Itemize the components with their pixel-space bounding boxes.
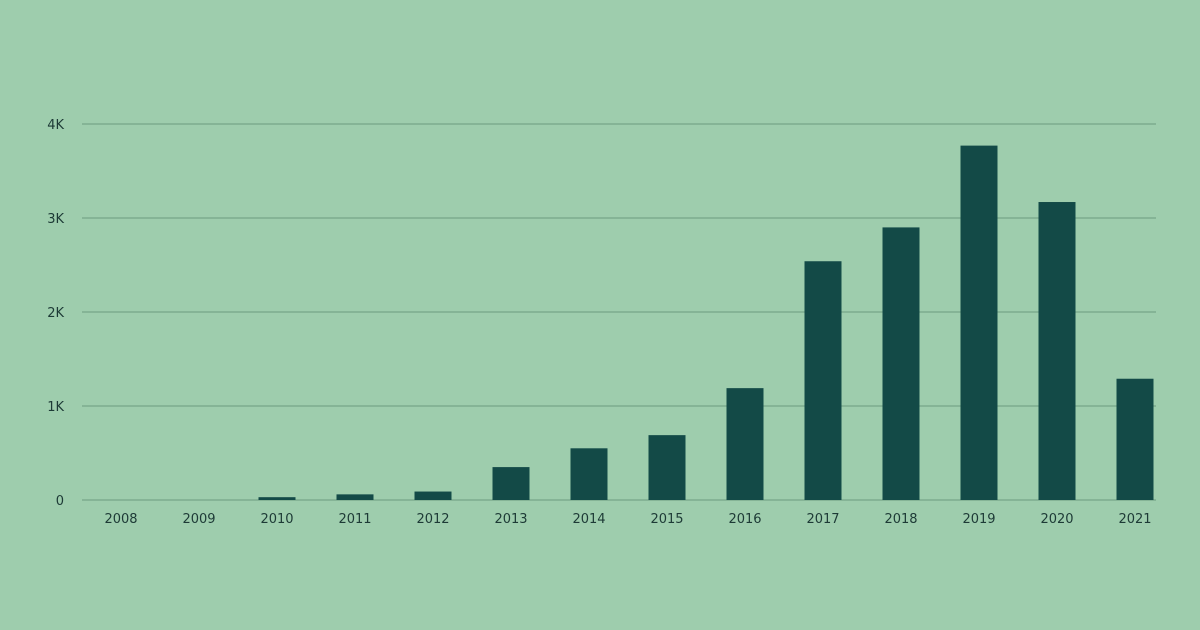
x-tick-label-2017: 2017 <box>806 512 839 527</box>
bar-2021 <box>1116 378 1154 500</box>
x-tick-label-2013: 2013 <box>494 512 527 527</box>
y-axis-tick-labels: 0 1K 2K 3K 4K <box>47 118 64 509</box>
bar-2010 <box>258 497 296 500</box>
x-tick-label-2008: 2008 <box>104 512 137 527</box>
x-tick-label-2019: 2019 <box>962 512 995 527</box>
bars <box>258 145 1154 500</box>
x-tick-label-2009: 2009 <box>182 512 215 527</box>
bar-2015 <box>648 435 686 500</box>
x-tick-label-2016: 2016 <box>728 512 761 527</box>
bar-2018 <box>882 227 920 500</box>
x-tick-label-2010: 2010 <box>260 512 293 527</box>
y-tick-label: 1K <box>47 400 64 415</box>
bar-2012 <box>414 491 452 500</box>
x-tick-label-2014: 2014 <box>572 512 605 527</box>
bar-2011 <box>336 494 374 500</box>
x-tick-label-2012: 2012 <box>416 512 449 527</box>
y-tick-label: 4K <box>47 118 64 133</box>
x-tick-label-2011: 2011 <box>338 512 371 527</box>
x-tick-label-2021: 2021 <box>1118 512 1151 527</box>
bar-2014 <box>570 448 608 500</box>
x-tick-label-2015: 2015 <box>650 512 683 527</box>
x-tick-label-2020: 2020 <box>1040 512 1073 527</box>
x-tick-label-2018: 2018 <box>884 512 917 527</box>
x-axis-tick-labels: 2008 2009 2010 2011 2012 2013 2014 2015 2016 2017… <box>104 512 1151 527</box>
y-tick-label: 3K <box>47 212 64 227</box>
bar-2019 <box>960 145 998 500</box>
bar-2017 <box>804 261 842 500</box>
y-tick-label: 2K <box>47 306 64 321</box>
y-tick-label: 0 <box>56 494 64 509</box>
bar-2020 <box>1038 202 1076 500</box>
bar-2016 <box>726 388 764 500</box>
bar-2013 <box>492 467 530 500</box>
